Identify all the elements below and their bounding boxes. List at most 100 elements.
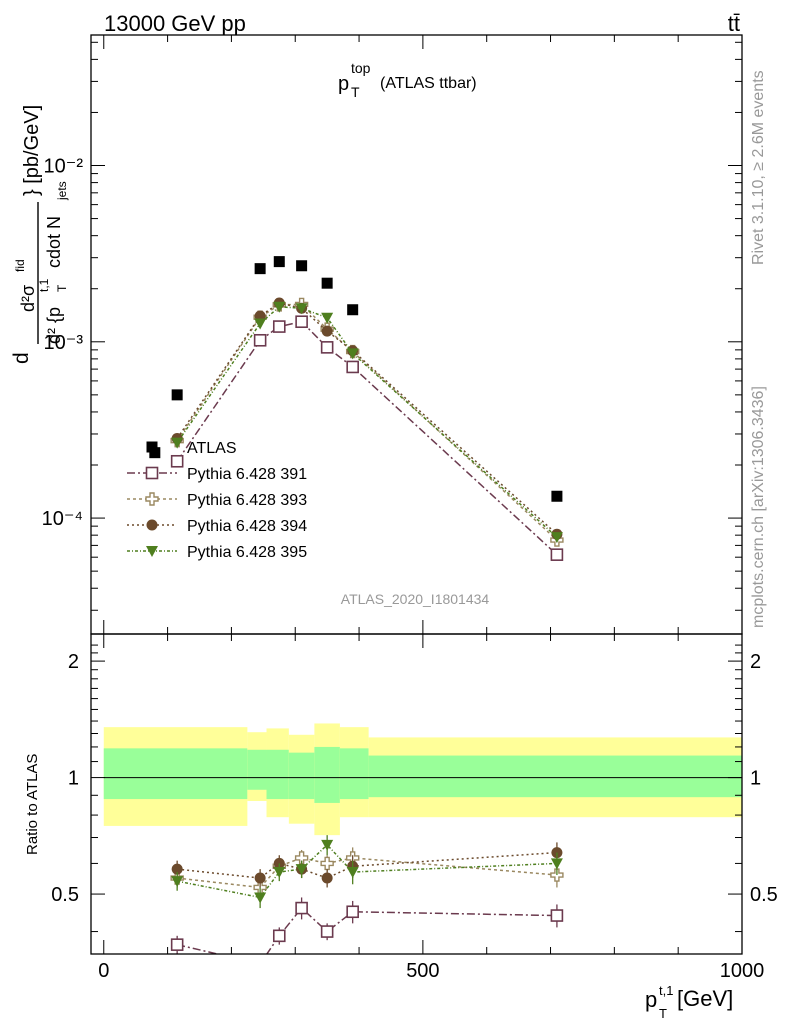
ratio-data-point [321,872,333,884]
data-point [295,315,308,329]
y-tick-label: 10⁻⁴ [42,508,83,530]
data-point [170,454,184,468]
title-main: p [338,73,349,95]
x-tick-label: 1000 [720,960,765,982]
xlabel-rest: [GeV] [677,986,733,1011]
ratio-data-point [170,938,184,951]
ratio-green-band [247,749,267,790]
data-point [171,389,183,401]
ratio-data-point [295,901,308,915]
data-point [273,301,286,313]
ratio-data-point [346,905,359,919]
data-point [149,447,161,459]
ratio-y-tick-label-right: 1 [750,768,761,790]
ratio-data-point [550,868,564,882]
data-point [295,303,308,315]
ratio-series-pythia-6-428-393 [170,847,564,898]
ratio-data-point [320,856,334,871]
ratio-plot-area [170,835,564,969]
ratio-series-pythia-6-428-391 [170,897,564,969]
ylabel-line2: d² {p [44,307,64,344]
ratio-y-tick-label: 1 [68,768,79,790]
ylabel-line2-sup: t,1 [37,278,51,292]
ratio-y-tick-label-right: 0.5 [750,884,778,906]
legend-marker [145,492,159,506]
xlabel-sup: t,1 [659,983,673,998]
y-axis-label-top: d d²σ fid d² {p t,1 T cdot N jets } [pb/… [10,105,69,364]
data-point [321,312,334,324]
series-pythia-6-428-391 [170,315,564,561]
ratio-data-point [294,851,309,865]
legend-marker [146,519,158,531]
ratio-green-band [266,749,289,800]
legend-label: Pythia 6.428 394 [187,518,307,535]
legend-label: Pythia 6.428 395 [187,544,307,561]
ratio-series-line [177,843,557,899]
legend-label: Pythia 6.428 393 [187,492,307,509]
legend-entry: Pythia 6.428 394 [127,518,307,535]
title-sup: top [351,60,371,76]
data-point [254,263,266,275]
main-title: p top T (ATLAS ttbar) [338,60,477,100]
xlabel-main: p [645,987,657,1012]
ratio-data-point [273,867,286,879]
ratio-frame [90,633,743,955]
legend: ATLAS Pythia 6.428 391 Pythia 6.428 393 Pyt… [127,440,307,561]
data-point [253,333,267,347]
ylabel-line2-rest: cdot N [44,216,64,268]
ylabel-line1-sup: fid [13,259,27,272]
legend-label: Pythia 6.428 391 [187,466,307,483]
data-point [321,325,333,337]
ratio-series-pythia-6-428-395 [171,835,563,909]
data-point [551,490,563,502]
ratio-y-tick-label: 2 [68,651,79,673]
ratio-green-band [103,748,248,800]
ylabel-line2-sub2: jets [55,181,69,201]
ratio-series-line [176,906,557,954]
ratio-data-point [254,872,266,884]
series-atlas [149,256,563,502]
ylabel-line1: d²σ [18,285,38,312]
data-point [171,437,184,449]
ratio-data-point [550,909,564,922]
data-point [346,348,359,360]
data-point [321,277,333,289]
data-point [296,260,308,272]
main-plot-area [149,256,564,561]
ylabel-units: } [pb/GeV] [21,105,43,196]
ratio-data-point [272,929,286,943]
ratio-green-band [288,752,315,800]
x-tick-label: 0 [98,960,109,982]
rivet-label: Rivet 3.1.10, ≥ 2.6M events [750,70,767,265]
ratio-green-band [339,748,369,800]
data-point [550,532,563,544]
legend-entry: Pythia 6.428 393 [127,492,307,509]
ratio-green-band [314,746,340,803]
legend-marker [145,466,159,480]
ratio-data-point [320,925,334,938]
ylabel-d: d [10,352,33,364]
header-right: tt̄ [728,11,740,36]
ratio-data-point [550,858,563,870]
ratio-uncertainty-bands [103,723,742,836]
data-point [273,256,285,268]
data-point [550,548,564,561]
ratio-data-point [171,863,183,875]
data-point [254,318,267,330]
y-axis-label-ratio: Ratio to ATLAS [24,754,41,855]
data-point [272,320,286,333]
ratio-y-tick-label-right: 2 [750,651,761,673]
header-left: 13000 GeV pp [104,11,246,36]
ratio-series-line [177,851,557,879]
ratio-series-line [177,857,557,889]
x-axis-label: p t,1 T [GeV] [645,983,733,1021]
legend-label: ATLAS [187,440,237,457]
axes: 0 500 1000 10⁻⁴ 10⁻³ 10⁻² 0.5 0.5 1 1 2 2 [42,34,778,982]
legend-entry: Pythia 6.428 391 [127,466,307,483]
mcplots-label: mcplots.cern.ch [arXiv:1306.3436] [750,386,767,628]
ratio-data-point [255,958,266,969]
ylabel-line2-sub: T [55,284,69,292]
x-tick-label: 500 [406,960,439,982]
legend-entry: ATLAS [146,440,237,457]
